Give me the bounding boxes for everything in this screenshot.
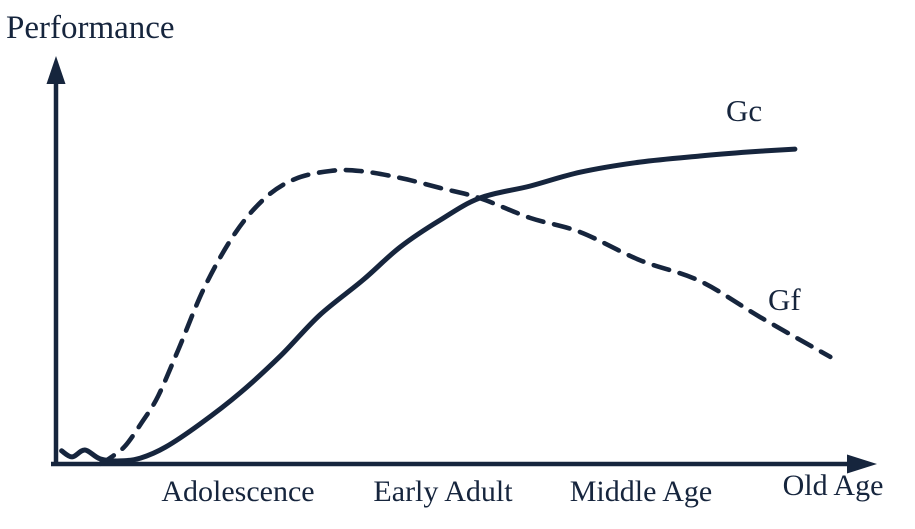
x-stage-label-middle-age: Middle Age: [569, 475, 713, 508]
gf-series-label: Gf: [768, 282, 801, 317]
x-axis-arrowhead-icon: [847, 454, 877, 474]
y-axis-title: Performance: [6, 10, 175, 46]
gc-series-label: Gc: [726, 93, 763, 128]
x-stage-label-early-adult: Early Adult: [373, 475, 513, 508]
gc-solid-curve: [59, 146, 798, 464]
gf-dashed-curve: [97, 167, 833, 467]
x-stage-label-old-age: Old Age: [782, 469, 884, 502]
y-axis-arrowhead-icon: [46, 56, 66, 84]
x-stage-label-adolescence: Adolescence: [161, 475, 315, 508]
